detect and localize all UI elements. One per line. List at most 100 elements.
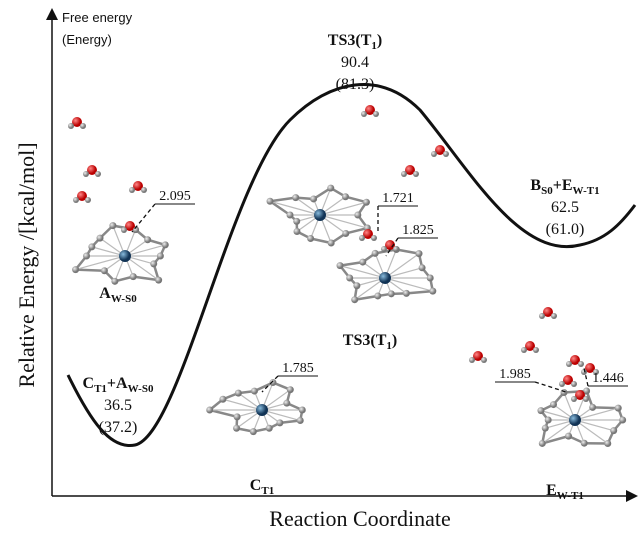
bond — [542, 436, 568, 443]
free-energy: 36.5 — [104, 397, 132, 414]
subscript: T1 — [261, 485, 274, 497]
atom — [342, 230, 349, 237]
bond — [270, 198, 296, 202]
atom — [157, 253, 164, 260]
atom — [327, 185, 334, 192]
hydrogen — [68, 123, 74, 129]
hydrogen — [95, 171, 101, 177]
atom — [234, 413, 241, 420]
atom — [101, 267, 108, 274]
name-part: +E — [553, 177, 573, 194]
atom — [88, 243, 95, 250]
hydrogen — [413, 171, 419, 177]
bond — [223, 399, 262, 410]
bond — [385, 278, 433, 291]
bond — [210, 410, 237, 417]
atom — [266, 425, 273, 432]
atom — [267, 198, 274, 205]
hydrogen — [361, 111, 367, 117]
atom — [144, 236, 151, 243]
hydrogen — [359, 235, 365, 241]
name-part: C — [250, 477, 262, 494]
hydrogen — [373, 111, 379, 117]
distance-label: 1.446 — [592, 371, 624, 386]
atom — [150, 260, 157, 267]
hydrogen — [571, 381, 577, 387]
atom — [292, 194, 299, 201]
bond — [76, 270, 105, 271]
atom — [353, 282, 360, 289]
bond — [270, 201, 320, 215]
distance-label: 2.095 — [159, 189, 191, 204]
atom — [307, 235, 314, 242]
atom — [337, 262, 344, 269]
atom — [354, 212, 361, 219]
hydrogen — [121, 227, 127, 233]
distance-label: 1.785 — [282, 361, 314, 376]
atom — [233, 425, 240, 432]
energy-diagram: Free energy (Energy) Relative Energy /[k… — [0, 0, 639, 534]
metal-atom — [314, 209, 326, 221]
metal-atom — [256, 404, 268, 416]
state-name: CT1+AW-S0 — [83, 375, 154, 395]
hydrogen — [583, 396, 589, 402]
free-energy: 62.5 — [551, 199, 579, 216]
y-note: (Energy) — [62, 32, 112, 47]
atom — [299, 407, 306, 414]
atom — [206, 407, 213, 414]
x-axis-label: Reaction Coordinate — [269, 506, 450, 531]
atom — [328, 240, 335, 247]
atom — [610, 427, 617, 434]
atom — [550, 401, 557, 408]
atom — [542, 425, 549, 432]
hydrogen — [521, 347, 527, 353]
atom — [109, 222, 116, 229]
name-part: C — [83, 375, 95, 392]
state-name: AW-S0 — [99, 285, 137, 305]
metal-atom — [119, 250, 131, 262]
atom — [545, 417, 552, 424]
state-name: TS3(T1) — [343, 332, 397, 352]
atom — [251, 388, 258, 395]
atom — [429, 288, 436, 295]
atom — [287, 386, 294, 393]
hydrogen — [431, 151, 437, 157]
energy: (81.3) — [336, 76, 375, 93]
atom — [297, 417, 304, 424]
distance-label: 1.825 — [402, 223, 434, 238]
hydrogen — [443, 151, 449, 157]
atom — [537, 407, 544, 414]
atom — [287, 212, 294, 219]
energy: (37.2) — [99, 419, 138, 436]
atom — [293, 218, 300, 225]
hydrogen — [539, 313, 545, 319]
atom — [351, 296, 358, 303]
atom — [565, 433, 572, 440]
atom — [374, 292, 381, 299]
hydrogen — [141, 187, 147, 193]
hydrogen — [393, 246, 399, 252]
atom — [615, 405, 622, 412]
name-part: B — [530, 177, 541, 194]
state-name: BS0+EW-T1 — [530, 177, 599, 197]
atom — [372, 250, 379, 257]
hydrogen — [566, 361, 572, 367]
bond — [406, 291, 432, 293]
hydrogen — [85, 197, 91, 203]
atom — [162, 241, 169, 248]
atom — [363, 199, 370, 206]
atom — [539, 440, 546, 447]
hydrogen — [551, 313, 557, 319]
hydrogen — [578, 361, 584, 367]
energy: (61.0) — [546, 221, 585, 238]
state-name: EW-T1 — [546, 482, 584, 502]
hydrogen — [381, 246, 387, 252]
name-part: A — [99, 285, 111, 302]
bond — [270, 201, 290, 215]
atom — [619, 417, 626, 424]
metal-atom — [379, 272, 391, 284]
atom — [561, 389, 568, 396]
name-part: ) — [392, 332, 397, 349]
state-name: TS3(T1) — [328, 32, 382, 52]
atom — [427, 275, 434, 282]
